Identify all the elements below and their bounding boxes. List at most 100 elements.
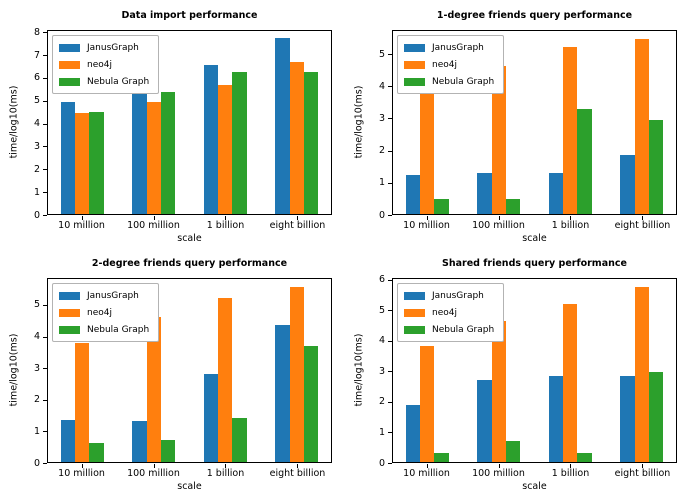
y-tick-label: 3 <box>33 140 40 152</box>
legend-swatch-neo4j <box>59 308 80 317</box>
bar-neo4j-eight-billion <box>289 62 304 214</box>
legend-item: Nebula Graph <box>404 74 494 89</box>
legend-swatch-nebula-graph <box>59 325 80 334</box>
y-tick-mark <box>388 463 392 464</box>
y-tick-mark <box>43 123 47 125</box>
y-tick-label: 2 <box>33 394 40 406</box>
bar-janusgraph-eight-billion <box>275 325 290 462</box>
y-tick-mark <box>388 340 392 342</box>
y-tick-label: 1 <box>33 186 40 198</box>
y-tick-mark <box>43 336 47 338</box>
bar-nebula-graph-1-billion <box>577 452 592 462</box>
y-tick-mark <box>43 77 47 79</box>
x-tick-label: 100 million <box>127 220 180 231</box>
x-tick-label: 1 billion <box>551 468 590 479</box>
bar-janusgraph-eight-billion <box>620 375 635 462</box>
bar-nebula-graph-100-million <box>505 440 521 462</box>
bar-neo4j-100-million <box>146 102 161 214</box>
bar-neo4j-10-million <box>420 93 435 214</box>
y-tick-label: 8 <box>33 26 40 38</box>
y-tick-mark <box>388 54 392 56</box>
y-tick-mark <box>43 192 47 194</box>
x-tick-mark <box>225 216 227 220</box>
legend-swatch-janusgraph <box>59 43 80 52</box>
x-tick-label: 100 million <box>472 468 525 479</box>
bar-nebula-graph-10-million <box>434 452 449 462</box>
legend-label: neo4j <box>87 59 112 70</box>
x-tick-mark <box>426 464 428 468</box>
bar-janusgraph-1-billion <box>203 64 219 214</box>
y-tick-mark <box>43 399 47 401</box>
x-tick-label: 100 million <box>127 468 180 479</box>
bar-nebula-graph-100-million <box>505 199 521 214</box>
legend-item: Nebula Graph <box>404 322 494 337</box>
bar-neo4j-10-million <box>75 342 90 462</box>
legend-swatch-nebula-graph <box>404 325 425 334</box>
y-tick-mark <box>388 310 392 312</box>
bar-janusgraph-10-million <box>405 405 421 462</box>
y-tick-mark <box>43 215 47 216</box>
chart-title: 1-degree friends query performance <box>436 10 633 21</box>
legend-item: JanusGraph <box>404 40 494 55</box>
legend-swatch-nebula-graph <box>59 77 80 86</box>
legend-item: neo4j <box>59 57 149 72</box>
bar-neo4j-eight-billion <box>634 38 649 214</box>
y-tick-label: 4 <box>378 335 385 347</box>
bar-neo4j-100-million <box>491 321 506 462</box>
x-tick-mark <box>153 216 155 220</box>
x-tick-mark <box>81 464 83 468</box>
bar-nebula-graph-eight-billion <box>648 372 664 462</box>
y-tick-mark <box>43 463 47 464</box>
legend-label: Nebula Graph <box>87 76 150 87</box>
y-tick-label: 4 <box>33 331 40 342</box>
y-tick-label: 1 <box>378 177 385 189</box>
bar-janusgraph-100-million <box>477 379 492 462</box>
plot-area: JanusGraph neo4j Nebula Graph <box>392 30 677 215</box>
bar-janusgraph-100-million <box>132 420 147 462</box>
legend: JanusGraph neo4j Nebula Graph <box>397 283 505 342</box>
legend-item: JanusGraph <box>59 288 149 303</box>
legend-swatch-neo4j <box>59 60 80 69</box>
y-tick-mark <box>388 215 392 216</box>
bar-nebula-graph-1-billion <box>232 418 247 462</box>
bar-janusgraph-1-billion <box>203 373 219 462</box>
legend-swatch-neo4j <box>404 308 425 317</box>
bar-neo4j-1-billion <box>563 46 578 214</box>
x-axis-label: scale <box>177 481 202 492</box>
legend-label: neo4j <box>432 307 457 318</box>
y-tick-label: 1 <box>378 426 385 438</box>
legend-label: JanusGraph <box>87 42 139 53</box>
x-tick-mark <box>426 216 428 220</box>
y-tick-label: 3 <box>33 362 40 374</box>
y-tick-mark <box>43 368 47 370</box>
plot-area: JanusGraph neo4j Nebula Graph <box>392 278 677 463</box>
legend-label: neo4j <box>87 307 112 318</box>
chart-title: Shared friends query performance <box>442 258 627 269</box>
bar-nebula-graph-eight-billion <box>303 72 319 214</box>
y-tick-label: 6 <box>378 274 385 286</box>
bar-janusgraph-10-million <box>60 419 76 462</box>
x-tick-mark <box>642 216 644 220</box>
x-tick-label: 10 million <box>58 468 105 479</box>
y-tick-label: 3 <box>378 112 385 124</box>
bar-janusgraph-10-million <box>405 175 421 214</box>
legend-item: Nebula Graph <box>59 322 149 337</box>
bar-nebula-graph-100-million <box>160 92 176 214</box>
y-tick-label: 1 <box>33 425 40 437</box>
x-tick-mark <box>642 464 644 468</box>
y-tick-mark <box>43 55 47 57</box>
x-tick-mark <box>225 464 227 468</box>
y-tick-label: 5 <box>33 95 40 107</box>
bar-nebula-graph-1-billion <box>232 72 247 214</box>
y-tick-label: 7 <box>33 49 40 61</box>
bar-nebula-graph-10-million <box>434 198 449 214</box>
x-tick-label: 10 million <box>403 468 450 479</box>
legend-item: JanusGraph <box>59 40 149 55</box>
bar-neo4j-10-million <box>75 113 90 214</box>
x-tick-mark <box>153 464 155 468</box>
legend: JanusGraph neo4j Nebula Graph <box>397 35 505 94</box>
x-tick-label: 1 billion <box>206 468 245 479</box>
y-tick-label: 0 <box>378 457 385 469</box>
y-tick-label: 2 <box>33 163 40 175</box>
